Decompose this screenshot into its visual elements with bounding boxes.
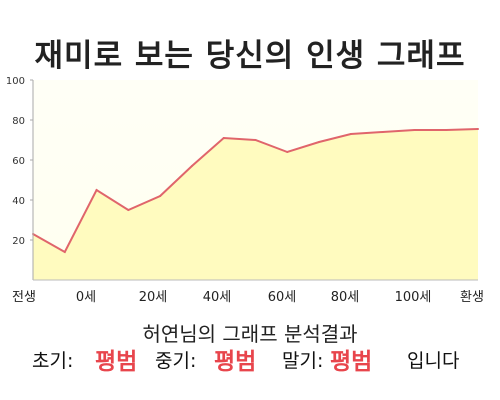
data-point-5 [190, 165, 193, 167]
data-point-7 [254, 139, 257, 141]
data-point-11 [381, 131, 384, 133]
data-point-13 [445, 129, 448, 131]
data-point-8 [286, 151, 289, 153]
y-tick-label: 20 [12, 236, 25, 247]
data-point-14 [477, 128, 479, 130]
data-point-4 [159, 195, 162, 197]
x-tick-label: 환생 [460, 290, 484, 305]
x-tick-label: 40세 [203, 290, 232, 305]
analysis-result-text: 허연님의 그래프 분석결과 [142, 322, 358, 346]
data-point-3 [127, 209, 130, 211]
verdict-ending: 입니다 [407, 350, 460, 372]
data-point-1 [63, 251, 66, 253]
mid-value: 평범 [214, 349, 257, 375]
mid-label: 중기: [155, 350, 197, 372]
data-point-6 [222, 137, 225, 139]
y-tick-label: 100 [6, 76, 25, 87]
y-tick-label: 80 [12, 116, 25, 127]
chart-title: 재미로 보는 당신의 인생 그래프 [34, 38, 466, 74]
life-graph-chart: 20 40 60 80 100 전생 0세 20세 40세 60세 80세 100세 환생 [6, 76, 484, 305]
late-label: 말기: [282, 350, 324, 372]
x-tick-label: 전생 [12, 290, 36, 305]
area-fill [33, 129, 478, 280]
data-point-12 [413, 129, 416, 131]
y-tick-label: 40 [12, 196, 25, 207]
x-tick-label: 60세 [268, 290, 297, 305]
late-value: 평범 [330, 349, 373, 375]
data-point-2 [95, 189, 98, 191]
x-tick-label: 100세 [395, 290, 432, 305]
data-point-10 [349, 133, 352, 135]
x-tick-label: 20세 [139, 290, 168, 305]
x-tick-label: 80세 [331, 290, 360, 305]
early-value: 평범 [95, 349, 138, 375]
y-tick-label: 60 [12, 156, 25, 167]
data-point-9 [318, 141, 321, 143]
x-tick-label: 0세 [76, 290, 96, 305]
early-label: 초기: [32, 350, 74, 372]
